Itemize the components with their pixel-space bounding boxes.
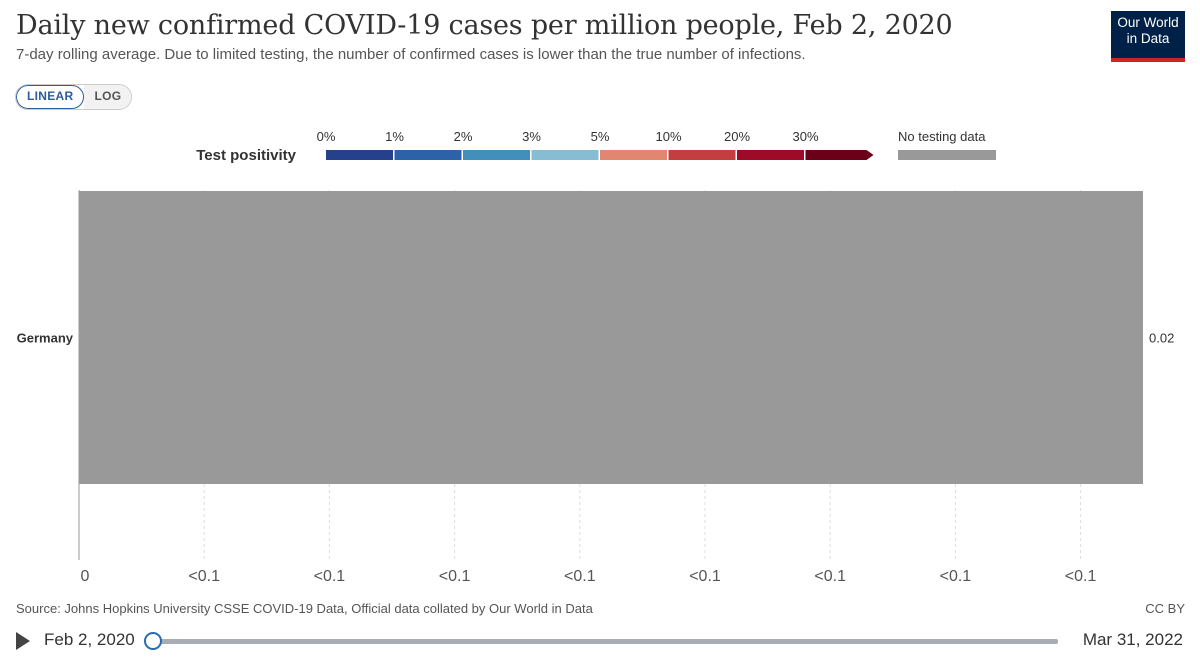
x-tick-label: <0.1 xyxy=(188,568,220,585)
timeline: Feb 2, 2020 Mar 31, 2022 xyxy=(0,622,1200,663)
legend-bin-swatch xyxy=(805,150,874,160)
logo-line-2: in Data xyxy=(1126,31,1170,46)
x-tick-label: <0.1 xyxy=(439,568,471,585)
legend-bin-label: 3% xyxy=(522,129,541,144)
owid-logo[interactable]: Our World in Data xyxy=(1111,11,1185,62)
legend-bin-label: 5% xyxy=(591,129,610,144)
legend-title: Test positivity xyxy=(196,147,296,164)
legend-bin-label: 20% xyxy=(724,129,750,144)
legend-bin-swatch xyxy=(668,150,736,160)
legend-no-data-swatch xyxy=(898,150,996,160)
legend-bin-swatch xyxy=(531,150,599,160)
chart-subtitle: 7-day rolling average. Due to limited te… xyxy=(16,46,806,63)
legend-bin-label: 30% xyxy=(792,129,818,144)
timeline-start-date: Feb 2, 2020 xyxy=(44,630,135,649)
legend-bin-label: 2% xyxy=(454,129,473,144)
scale-toggle: LINEAR LOG xyxy=(15,84,133,110)
timeline-end-date: Mar 31, 2022 xyxy=(1082,630,1183,649)
x-tick-label: <0.1 xyxy=(689,568,721,585)
linear-scale-button[interactable]: LINEAR xyxy=(16,85,85,109)
bars: Germany 0.02 xyxy=(17,191,1174,484)
legend-bin-swatch xyxy=(463,150,530,160)
timeline-track[interactable] xyxy=(152,639,1058,644)
x-tick-label: <0.1 xyxy=(940,568,972,585)
log-scale-button[interactable]: LOG xyxy=(84,85,132,109)
source-note[interactable]: Source: Johns Hopkins University CSSE CO… xyxy=(16,601,593,616)
x-tick-label: <0.1 xyxy=(314,568,346,585)
bar-germany xyxy=(79,191,1143,484)
category-label: Germany xyxy=(17,331,74,346)
logo-line-1: Our World xyxy=(1117,15,1179,30)
license-link[interactable]: CC BY xyxy=(1145,601,1185,616)
timeline-handle[interactable] xyxy=(144,632,162,650)
value-label: 0.02 xyxy=(1149,331,1174,346)
legend-bin-label: 0% xyxy=(317,129,336,144)
play-icon[interactable] xyxy=(16,632,30,650)
legend-bin-swatch xyxy=(600,150,667,160)
x-tick-label: <0.1 xyxy=(1065,568,1097,585)
legend-bin-swatch xyxy=(737,150,804,160)
legend-bin-label: 1% xyxy=(385,129,404,144)
x-tick-label: <0.1 xyxy=(814,568,846,585)
chart-title: Daily new confirmed COVID-19 cases per m… xyxy=(16,10,953,41)
legend: Test positivity 0% 1% 2% 3% 5% 10% 20% 30% No tes… xyxy=(196,129,996,164)
legend-bin-swatch xyxy=(326,150,393,160)
x-axis-ticks: 0 <0.1 <0.1 <0.1 <0.1 <0.1 <0.1 <0.1 <0.1 xyxy=(81,568,1097,585)
bar-chart: Test positivity 0% 1% 2% 3% 5% 10% 20% 30% No tes… xyxy=(17,129,1175,585)
legend-bin-label: 10% xyxy=(655,129,681,144)
legend-no-data-label: No testing data xyxy=(898,129,986,144)
x-tick-label: <0.1 xyxy=(564,568,596,585)
legend-bin-swatch xyxy=(394,150,462,160)
x-tick-label: 0 xyxy=(81,568,90,585)
